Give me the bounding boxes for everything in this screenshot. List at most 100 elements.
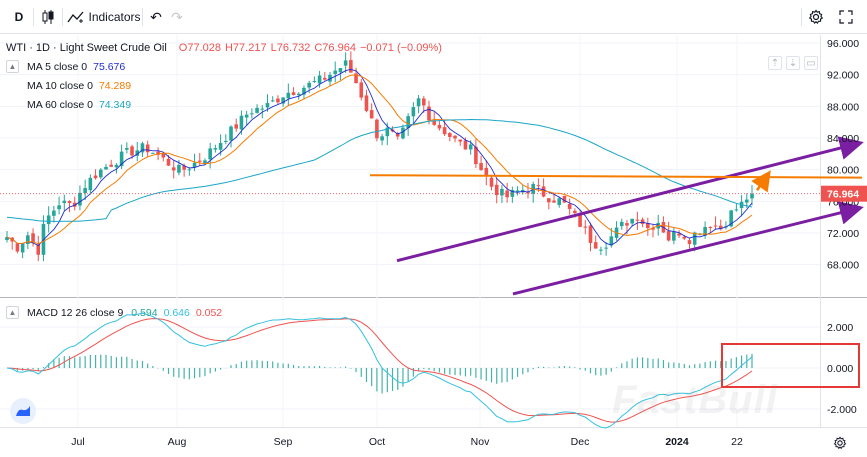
redo-icon[interactable]: ↷ xyxy=(171,8,183,25)
candle-body xyxy=(421,98,426,106)
price-change: −0.071 (−0.09%) xyxy=(359,41,442,54)
price-chart[interactable]: 96.00092.00088.00084.00080.00076.00072.0… xyxy=(0,35,867,457)
candle-body xyxy=(713,225,718,227)
candle-body xyxy=(140,143,145,153)
ohlc-low: L76.732 xyxy=(270,41,311,54)
toolbar-divider xyxy=(62,8,63,26)
ma60-value: 74.349 xyxy=(98,98,132,111)
candle-body xyxy=(609,236,614,246)
candle-body xyxy=(109,164,113,167)
time-axis-settings-icon[interactable] xyxy=(833,436,849,452)
ma5-value: 75.676 xyxy=(93,60,126,73)
time-tick-label: Sep xyxy=(274,436,293,448)
chart-grid xyxy=(0,35,867,428)
candle-body xyxy=(666,231,671,241)
candle-body xyxy=(130,146,134,156)
price-tick-label: 80.000 xyxy=(827,165,859,177)
symbol-title[interactable]: WTI · 1D · Light Sweet Crude Oil xyxy=(6,41,167,54)
candle-body xyxy=(385,127,390,137)
ma-legend-row[interactable]: ▲ MA 5 close 0 75.676 xyxy=(6,57,442,76)
candle-body xyxy=(484,167,489,177)
undo-icon[interactable]: ↶ xyxy=(150,8,162,25)
candle-body xyxy=(317,75,322,84)
ohlc-high: H77.217 xyxy=(224,41,267,54)
candle-body xyxy=(500,188,504,196)
settings-gear-icon[interactable] xyxy=(806,6,826,28)
candle-body xyxy=(625,223,629,226)
candle-body xyxy=(145,144,150,153)
indicators-icon xyxy=(67,11,84,23)
ma-legend-row[interactable]: MA 10 close 0 74.289 xyxy=(6,76,442,95)
time-tick-label: Aug xyxy=(168,436,187,448)
pane-maximize-icon[interactable]: ▭ xyxy=(804,56,818,70)
candle-body xyxy=(703,227,707,236)
candle-body xyxy=(78,192,82,206)
candle-body xyxy=(260,108,265,110)
candle-body xyxy=(432,120,437,125)
candle-body xyxy=(322,77,327,80)
candle-body xyxy=(567,203,572,209)
candle-body xyxy=(354,73,358,84)
indicators-button[interactable]: Indicators xyxy=(66,6,142,28)
chart-type-candles-icon[interactable] xyxy=(38,6,58,28)
price-tick-label: 72.000 xyxy=(827,228,859,240)
candle-body xyxy=(526,192,530,194)
candle-body xyxy=(718,225,723,230)
candle-body xyxy=(93,175,98,179)
candle-body xyxy=(281,97,285,104)
candle-body xyxy=(52,210,56,216)
candle-body xyxy=(31,233,35,243)
candle-body xyxy=(557,198,562,205)
candle-body xyxy=(682,236,687,239)
ma5-line xyxy=(6,68,753,247)
candle-body xyxy=(161,152,166,158)
candle-body xyxy=(750,193,754,199)
toolbar-divider xyxy=(801,8,802,26)
candle-body xyxy=(312,81,317,83)
candle-body xyxy=(630,218,634,224)
candle-body xyxy=(41,223,46,255)
candle-body xyxy=(573,210,577,214)
macd-legend-row[interactable]: ▲ MACD 12 26 close 9 0.594 0.646 0.052 xyxy=(6,303,222,322)
candle-body xyxy=(88,177,93,191)
price-axis: 96.00092.00088.00084.00080.00076.00072.0… xyxy=(71,38,867,448)
candle-body xyxy=(67,200,72,203)
macd-tick-label: 0.000 xyxy=(827,363,853,375)
indicator-lines xyxy=(0,68,820,429)
collapse-chevron-icon[interactable]: ▲ xyxy=(6,60,19,73)
candle-body xyxy=(244,114,249,118)
tradingview-logo-icon[interactable] xyxy=(10,398,36,424)
candle-body xyxy=(276,98,280,103)
candle-body xyxy=(197,160,202,162)
fullscreen-icon[interactable] xyxy=(836,6,856,28)
pane-move-up-icon[interactable]: ⇡ xyxy=(768,56,782,70)
candle-body xyxy=(98,169,103,178)
candle-body xyxy=(349,60,353,73)
ma-legend-row[interactable]: MA 60 close 0 74.349 xyxy=(6,95,442,114)
candle-body xyxy=(468,144,473,150)
candle-body xyxy=(26,235,30,244)
candle-body xyxy=(494,184,499,196)
candle-body xyxy=(692,232,697,245)
lower-channel-line xyxy=(512,201,864,296)
candle-body xyxy=(104,166,108,170)
candle-body xyxy=(593,242,598,249)
candle-body xyxy=(578,215,582,227)
candle-body xyxy=(218,143,223,150)
time-tick-label: Nov xyxy=(471,436,490,448)
candle-body xyxy=(734,209,739,211)
collapse-chevron-icon[interactable]: ▲ xyxy=(6,306,19,319)
candle-body xyxy=(36,244,41,255)
interval-button[interactable]: D xyxy=(14,10,24,24)
pane-move-down-icon[interactable]: ⇣ xyxy=(786,56,800,70)
ma10-value: 74.289 xyxy=(98,79,132,92)
candle-body xyxy=(359,82,364,98)
candle-body xyxy=(364,95,369,111)
trend-drawings[interactable] xyxy=(369,136,864,388)
candle-body xyxy=(369,110,374,119)
candle-body xyxy=(635,219,640,221)
macd-label: MACD 12 26 close 9 xyxy=(27,306,124,319)
candle-body xyxy=(463,140,468,150)
candle-body xyxy=(328,74,332,82)
candle-body xyxy=(416,98,421,107)
